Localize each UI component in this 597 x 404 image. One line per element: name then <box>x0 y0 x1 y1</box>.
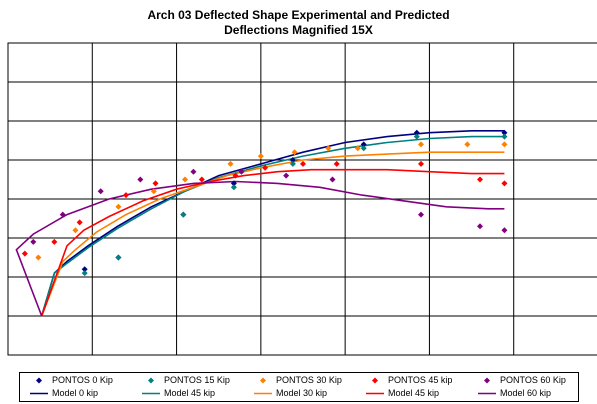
data-point <box>137 176 144 183</box>
legend-marker-line <box>366 392 384 395</box>
legend-label: PONTOS 60 Kip <box>500 375 566 385</box>
data-point <box>180 211 187 218</box>
series-line <box>15 180 505 317</box>
data-point <box>477 223 483 230</box>
legend-marker-diamond <box>372 377 378 384</box>
legend-label: Model 45 kip <box>164 388 216 398</box>
legend-label: PONTOS 30 Kip <box>276 375 342 385</box>
legend-marker-diamond <box>36 377 42 384</box>
data-point <box>418 211 424 218</box>
legend-marker-line <box>30 392 48 395</box>
data-point <box>257 153 264 160</box>
legend-label: PONTOS 15 Kip <box>164 375 230 385</box>
legend-label: Model 60 kip <box>500 388 552 398</box>
data-point <box>81 270 88 277</box>
legend-label: PONTOS 0 Kip <box>52 375 113 385</box>
legend-label: Model 0 kip <box>52 388 99 398</box>
data-point <box>238 168 245 175</box>
data-point <box>464 141 471 148</box>
legend-label: Model 30 kip <box>276 388 328 398</box>
data-point <box>329 176 336 183</box>
data-point <box>501 141 508 148</box>
data-point <box>76 219 83 226</box>
data-point <box>289 160 296 167</box>
data-point <box>418 141 424 148</box>
data-point <box>30 238 37 245</box>
data-point <box>232 172 239 179</box>
data-point <box>21 250 28 257</box>
data-point <box>360 141 367 148</box>
data-point <box>115 254 122 261</box>
data-point <box>262 164 269 171</box>
legend-label: Model 45 kip <box>388 388 440 398</box>
data-point <box>230 184 237 191</box>
data-point <box>152 180 159 187</box>
legend-label: PONTOS 45 kip <box>388 375 453 385</box>
data-point <box>227 160 234 167</box>
data-point <box>51 238 58 245</box>
legend-marker-line <box>478 392 496 395</box>
data-point <box>501 129 508 136</box>
legend: PONTOS 0 Kip PONTOS 15 Kip PONTOS 30 Kip PO… <box>19 372 579 402</box>
data-point <box>333 160 340 167</box>
data-point <box>300 160 306 167</box>
data-point <box>150 188 157 195</box>
chart-title-line-1: Arch 03 Deflected Shape Experimental and… <box>147 8 450 22</box>
data-point <box>501 227 508 234</box>
data-point <box>230 180 237 187</box>
legend-marker-diamond <box>260 377 266 384</box>
data-point <box>182 176 188 183</box>
plot-area <box>7 42 597 356</box>
data-point <box>501 133 508 140</box>
data-point <box>289 157 296 163</box>
series-line <box>40 135 505 317</box>
data-point <box>413 133 420 140</box>
series-line <box>40 151 505 317</box>
chart-title-line-2: Deflections Magnified 15X <box>224 23 373 37</box>
data-point <box>35 254 42 261</box>
data-point <box>59 211 66 218</box>
data-point <box>283 172 290 179</box>
legend-marker-line <box>142 392 160 395</box>
data-point <box>501 180 508 187</box>
series-line <box>40 168 505 317</box>
chart-title: Arch 03 Deflected Shape Experimental and… <box>0 8 597 38</box>
data-point <box>198 176 205 183</box>
data-point <box>123 192 129 199</box>
legend-marker-diamond <box>148 377 154 384</box>
data-point <box>190 168 197 175</box>
data-point <box>115 203 122 210</box>
data-point <box>413 129 420 136</box>
data-point <box>325 145 332 152</box>
data-point <box>81 266 88 273</box>
data-point <box>477 176 483 183</box>
data-point <box>360 145 367 152</box>
data-point <box>354 145 361 152</box>
legend-marker-diamond <box>484 377 490 384</box>
data-point <box>97 188 104 195</box>
data-point <box>72 227 79 234</box>
legend-marker-line <box>254 392 272 395</box>
data-point <box>418 160 424 167</box>
data-point <box>291 149 298 156</box>
